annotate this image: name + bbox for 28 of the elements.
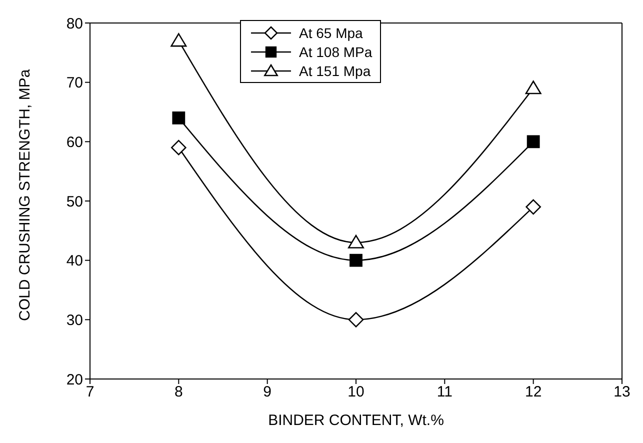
x-tick-label: 9 [263, 384, 272, 401]
point [526, 135, 540, 148]
x-tick-label: 13 [614, 384, 630, 401]
x-tick-label: 8 [174, 384, 183, 401]
legend-label: At 151 Mpa [299, 62, 371, 78]
x-tick-label: 11 [436, 384, 452, 401]
x-axis-title: BINDER CONTENT, Wt.% [268, 412, 444, 429]
y-axis-title: COLD CRUSHING STRENGTH, MPa [16, 68, 34, 321]
x-tick-label: 7 [86, 384, 94, 401]
point [348, 234, 364, 248]
point [170, 33, 187, 47]
legend-label: At 65 Mpa [299, 24, 363, 40]
point [348, 312, 364, 328]
point [525, 80, 542, 94]
y-tick-label: 50 [66, 193, 83, 210]
y-tick-label: 40 [66, 252, 83, 270]
y-tick-label: 70 [66, 74, 83, 92]
legend-label: At 108 MPa [299, 44, 372, 60]
y-tick-label: 80 [66, 15, 83, 32]
y-tick-label: 60 [66, 134, 83, 151]
y-tick-label: 20 [66, 371, 83, 388]
point [526, 199, 541, 215]
x-tick-label: 10 [348, 384, 364, 401]
x-tick-label: 12 [524, 384, 542, 401]
point [172, 111, 186, 124]
point [350, 254, 362, 267]
point [171, 140, 186, 156]
y-tick-label: 30 [66, 312, 83, 329]
